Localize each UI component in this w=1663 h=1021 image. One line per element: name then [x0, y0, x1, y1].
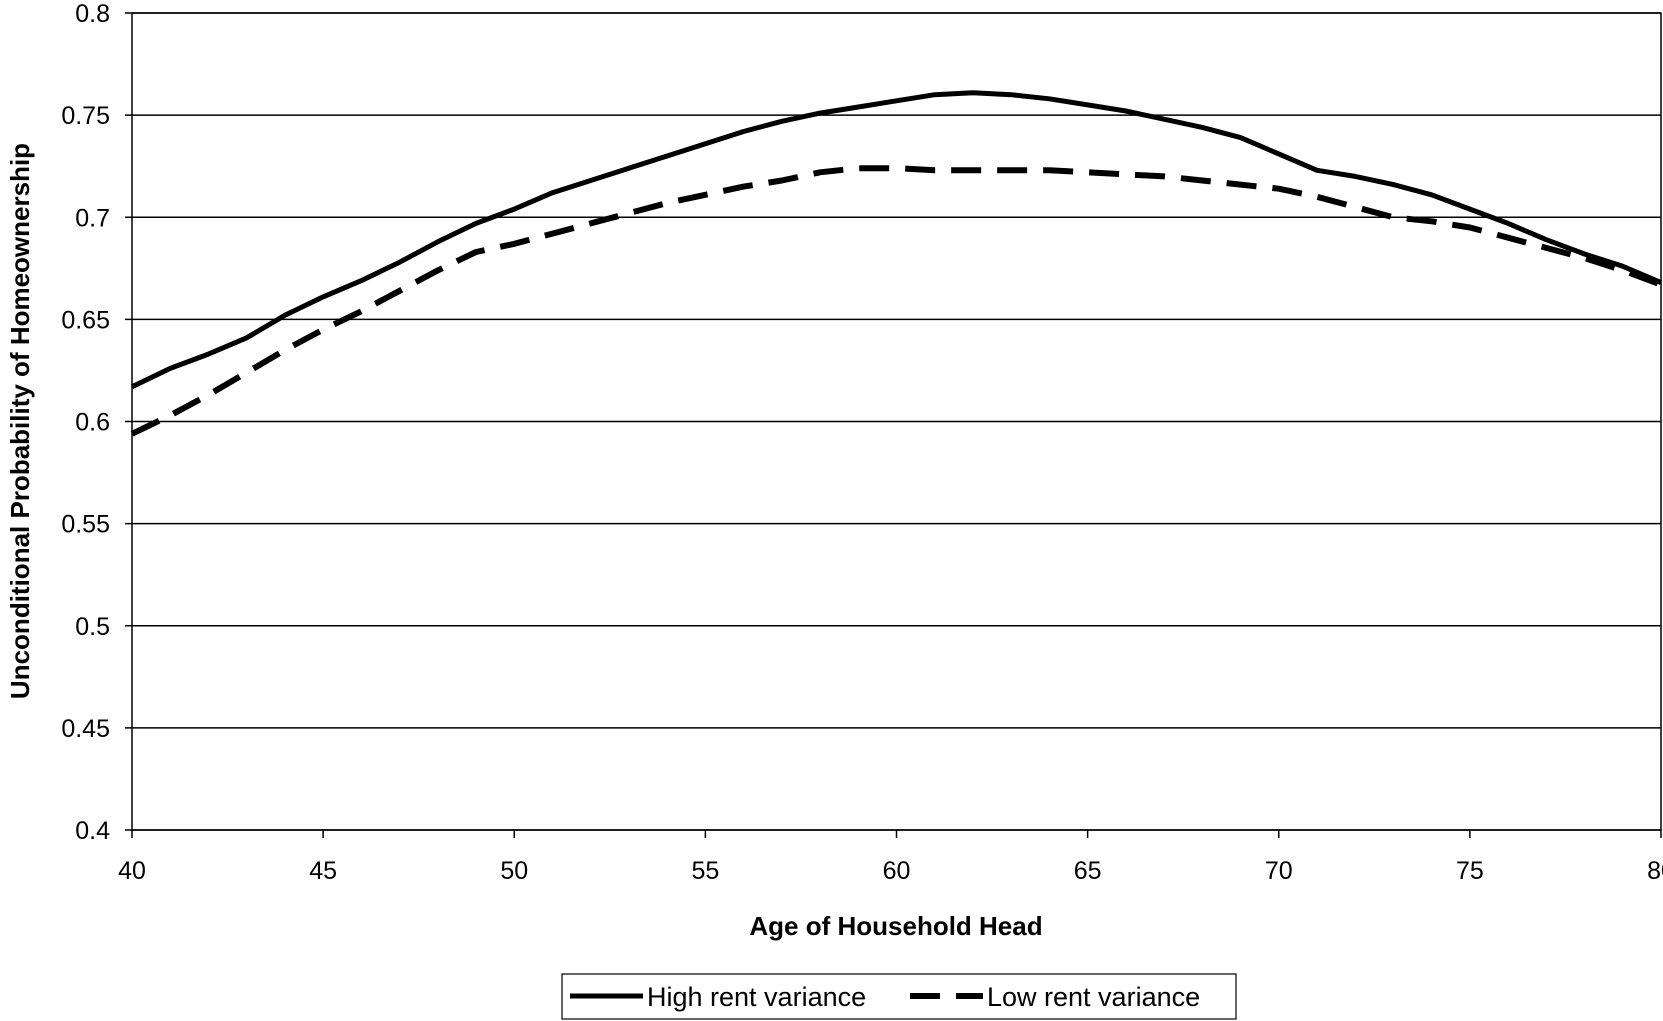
y-tick-label: 0.5	[75, 613, 110, 641]
y-tick-labels: 0.4 0.45 0.5 0.55 0.6 0.65 0.7 0.75 0.8	[61, 0, 110, 845]
x-tick-label: 60	[883, 857, 911, 885]
y-tick-label: 0.45	[61, 715, 110, 743]
plot-area-border	[131, 12, 1662, 831]
y-tick-label: 0.6	[75, 409, 110, 437]
legend: High rent variance Low rent variance	[561, 973, 1237, 1020]
y-axis-title: Unconditional Probability of Homeownersh…	[5, 143, 35, 699]
y-tick-label: 0.65	[61, 306, 110, 334]
series-line-low-rent-variance	[130, 165, 1663, 437]
x-tick-label: 70	[1265, 857, 1293, 885]
x-tick-label: 80	[1647, 857, 1663, 885]
y-tick-label: 0.8	[75, 0, 110, 28]
x-tick-label: 55	[691, 857, 719, 885]
x-tick-labels: 40 45 50 55 60 65 70 75 80	[118, 857, 1663, 885]
series-lines	[130, 90, 1663, 437]
y-tick-label: 0.55	[61, 511, 110, 539]
x-tick-label: 50	[500, 857, 528, 885]
legend-box	[561, 973, 1237, 1020]
legend-label-high: High rent variance	[647, 982, 866, 1012]
y-tick-label: 0.4	[75, 817, 110, 845]
legend-label-low: Low rent variance	[987, 982, 1200, 1012]
x-tick-label: 45	[309, 857, 337, 885]
x-axis-title: Age of Household Head	[749, 911, 1042, 941]
series-line-high-rent-variance	[130, 90, 1662, 390]
x-tick-label: 40	[118, 857, 146, 885]
y-tick-label: 0.7	[75, 204, 110, 232]
y-tick-label: 0.75	[61, 102, 110, 130]
x-tick-label: 65	[1074, 857, 1102, 885]
x-tick-label: 75	[1456, 857, 1484, 885]
